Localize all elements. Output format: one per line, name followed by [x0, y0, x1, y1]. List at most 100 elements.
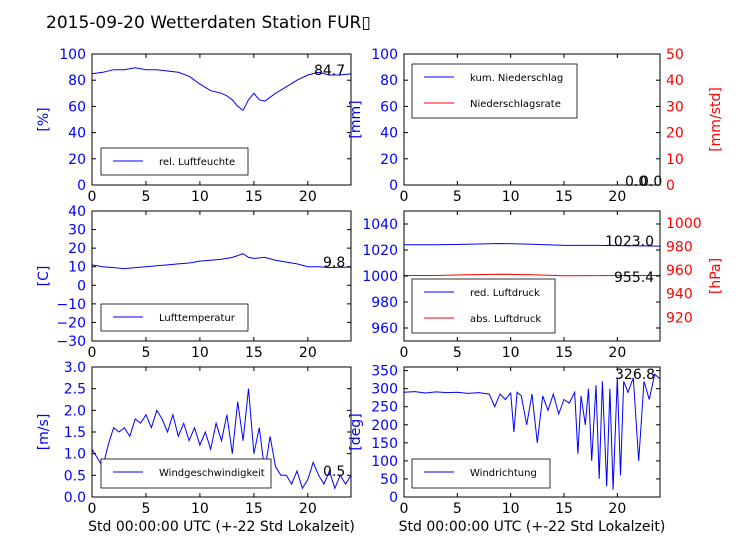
- legend-box: [411, 458, 551, 489]
- y-tick-label: 1020: [362, 243, 398, 259]
- plot-frame: [403, 53, 661, 186]
- y-axis-label-right: [hPa]: [708, 258, 724, 294]
- y-tick-label-right: 980: [666, 239, 693, 255]
- panel-5: 0 5 10 15 20 0.0 0.5 1.0 1.5 2.0 2.5 3.0 [m/s] Std 00…: [36, 360, 355, 535]
- figure-title: 2015-09-20 Wetterdaten Station FUR▯: [46, 13, 371, 33]
- y-tick-label: 40: [68, 204, 86, 220]
- x-tick-label: 10: [191, 345, 209, 361]
- series-line-1: [91, 67, 352, 112]
- x-tick-label: 10: [502, 501, 520, 517]
- x-tick-label: 15: [245, 501, 263, 517]
- legend-label: abs. Luftdruck: [470, 314, 541, 325]
- y-tick-label: 100: [371, 47, 398, 63]
- y-tick-label: 250: [371, 400, 398, 416]
- value-annotation-2: 955.4: [614, 270, 654, 286]
- y-tick-label: 40: [380, 126, 398, 142]
- x-tick-label: 20: [608, 345, 626, 361]
- x-tick-label: 10: [191, 189, 209, 205]
- value-annotation-2: 0.0: [640, 174, 662, 190]
- series-line-1: [91, 388, 352, 490]
- x-axis-label: Std 00:00:00 UTC (+-22 Std Lokalzeit): [399, 519, 666, 535]
- series-line-2: [404, 273, 660, 277]
- legend-label: red. Luftdruck: [470, 288, 540, 299]
- y-axis-label: [deg]: [348, 413, 364, 450]
- x-tick-label: 5: [453, 345, 462, 361]
- y-axis-label: [%]: [36, 107, 52, 131]
- y-tick-label: 100: [371, 454, 398, 470]
- y-tick-label: 1.0: [64, 447, 86, 463]
- y-tick-label: 1.5: [64, 425, 86, 441]
- y-tick-label-right: 40: [666, 73, 684, 89]
- y-tick-label: 980: [371, 295, 398, 311]
- y-tick-label: 0: [77, 178, 86, 194]
- plot-frame: [91, 53, 352, 186]
- y-tick-label: 20: [380, 152, 398, 168]
- y-tick-label-right: 10: [666, 152, 684, 168]
- x-tick-label: 15: [555, 189, 573, 205]
- y-tick-label: 200: [371, 418, 398, 434]
- y-tick-label: 350: [371, 364, 398, 380]
- value-annotation: 0.0: [625, 174, 647, 190]
- y-tick-label-right: 20: [666, 126, 684, 142]
- y-tick-label: −30: [56, 334, 86, 350]
- value-annotation: 0.5: [323, 464, 345, 480]
- x-tick-label: 20: [608, 189, 626, 205]
- y-tick-label: 150: [371, 436, 398, 452]
- y-tick-label: 1040: [362, 217, 398, 233]
- y-tick-label-right: 1000: [666, 216, 702, 232]
- y-tick-label: 300: [371, 382, 398, 398]
- panel-3: 0 5 10 15 20 −30 −20 −10 0 10 20 30 40 [C] Lufttempera…: [36, 204, 352, 361]
- y-axis-label: [mm]: [348, 100, 364, 138]
- series-line-1: [91, 253, 352, 270]
- y-tick-label: 0: [77, 278, 86, 294]
- legend-box: [100, 458, 272, 489]
- x-tick-label: 0: [88, 501, 97, 517]
- series-line-1: [404, 242, 661, 247]
- y-tick-label: 10: [68, 260, 86, 276]
- y-tick-label: 0: [389, 490, 398, 506]
- legend-label: Windrichtung: [470, 468, 537, 479]
- x-tick-label: 5: [141, 189, 150, 205]
- legend-label: Windgeschwindigkeit: [159, 468, 265, 479]
- plot-frame: [403, 366, 661, 498]
- x-tick-label: 15: [245, 189, 263, 205]
- y-tick-label: 30: [68, 223, 86, 239]
- x-axis-label: Std 00:00:00 UTC (+-22 Std Lokalzeit): [88, 519, 355, 535]
- y-tick-label: 60: [380, 99, 398, 115]
- y-tick-label: 20: [68, 241, 86, 257]
- y-tick-label: 20: [68, 152, 86, 168]
- plot-frame: [91, 210, 352, 342]
- y-tick-label: 960: [371, 321, 398, 337]
- x-tick-label: 0: [88, 345, 97, 361]
- y-axis-label: [C]: [36, 266, 52, 287]
- legend-label: rel. Luftfeuchte: [159, 157, 235, 168]
- x-tick-label: 5: [141, 501, 150, 517]
- x-tick-label: 10: [502, 189, 520, 205]
- y-tick-label: 0.5: [64, 468, 86, 484]
- y-tick-label: 1000: [362, 269, 398, 285]
- value-annotation: 9.8: [323, 255, 345, 271]
- y-axis-label: [m/s]: [36, 414, 52, 451]
- y-tick-label-right: 50: [666, 47, 684, 63]
- x-tick-label: 0: [400, 189, 409, 205]
- value-annotation: 1023.0: [605, 234, 654, 250]
- y-tick-label: −20: [56, 315, 86, 331]
- y-tick-label: 100: [59, 47, 86, 63]
- y-tick-label: 3.0: [64, 360, 86, 376]
- y-tick-label-right: 0: [666, 178, 675, 194]
- y-tick-label-right: 920: [666, 310, 693, 326]
- x-tick-label: 5: [141, 345, 150, 361]
- legend-label: Niederschlagsrate: [470, 99, 561, 110]
- y-tick-label: 0: [389, 178, 398, 194]
- legend-label: Lufttemperatur: [159, 313, 236, 324]
- x-tick-label: 5: [453, 189, 462, 205]
- y-tick-label-right: 940: [666, 287, 693, 303]
- y-tick-label: 50: [380, 472, 398, 488]
- y-tick-label-right: 960: [666, 263, 693, 279]
- x-tick-label: 0: [400, 345, 409, 361]
- x-tick-label: 20: [608, 501, 626, 517]
- y-tick-label: −10: [56, 297, 86, 313]
- x-tick-label: 0: [400, 501, 409, 517]
